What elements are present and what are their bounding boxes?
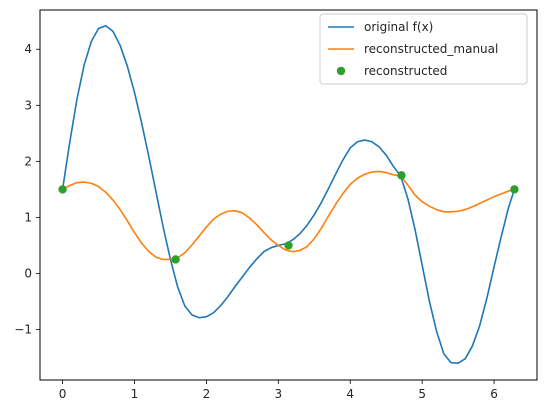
legend-label: reconstructed xyxy=(364,64,447,78)
y-tick-label: 1 xyxy=(24,210,32,224)
y-tick-label: 0 xyxy=(24,266,32,280)
x-tick-label: 3 xyxy=(275,387,283,401)
y-axis: −1 0 1 2 3 4 xyxy=(14,42,40,337)
x-tick-label: 5 xyxy=(418,387,426,401)
plot-frame xyxy=(39,9,538,381)
series-point xyxy=(510,185,519,194)
legend-label: original f(x) xyxy=(364,20,433,34)
legend: original f(x) reconstructed_manualreconst… xyxy=(319,13,528,85)
series-point xyxy=(58,185,67,194)
series-point xyxy=(171,255,180,264)
series-point xyxy=(397,171,406,180)
x-axis: 0 1 2 3 4 5 6 xyxy=(59,380,498,401)
y-tick-label: 4 xyxy=(24,42,32,56)
series-layer xyxy=(58,24,519,364)
legend-box xyxy=(319,13,528,85)
series-line-1 xyxy=(61,170,516,261)
x-tick-label: 6 xyxy=(490,387,498,401)
x-tick-label: 2 xyxy=(203,387,211,401)
legend-swatch-marker xyxy=(336,66,346,76)
y-tick-label: 3 xyxy=(24,98,32,112)
legend-label: reconstructed_manual xyxy=(364,42,498,56)
x-tick-label: 0 xyxy=(59,387,67,401)
series-point xyxy=(284,241,293,250)
y-tick-label: 2 xyxy=(24,154,32,168)
y-tick-label: −1 xyxy=(14,323,32,337)
x-tick-label: 1 xyxy=(131,387,139,401)
x-tick-label: 4 xyxy=(346,387,354,401)
